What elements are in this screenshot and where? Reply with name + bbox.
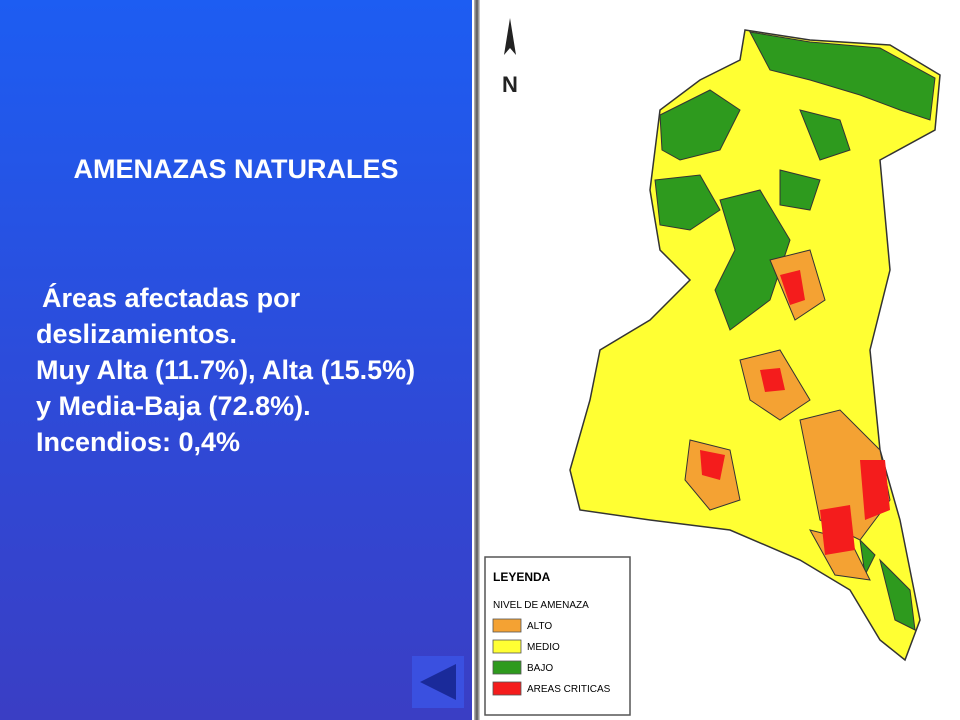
slide-title: AMENAZAS NATURALES xyxy=(73,154,399,184)
north-label: N xyxy=(502,72,518,97)
legend: LEYENDA NIVEL DE AMENAZA ALTO MEDIO BAJO AR… xyxy=(484,556,631,716)
slide-body: Áreas afectadas por deslizamientos. Muy … xyxy=(36,280,436,460)
legend-label: BAJO xyxy=(527,663,553,674)
text-panel: AMENAZAS NATURALES Áreas afectadas por d… xyxy=(0,0,472,720)
legend-items: ALTO MEDIO BAJO AREAS CRITICAS xyxy=(492,618,611,696)
body-line: Áreas afectadas por deslizamientos. xyxy=(36,283,301,349)
zones-criticas xyxy=(700,270,890,555)
legend-label: MEDIO xyxy=(527,642,560,653)
legend-title: LEYENDA xyxy=(493,570,551,584)
map: N LEYENDA NIVEL DE AMENAZA ALTO MEDIO BAJO… xyxy=(484,18,941,716)
legend-swatch xyxy=(492,618,522,633)
body-line: Muy Alta (11.7%), Alta (15.5%) y Media-B… xyxy=(36,355,416,421)
body-line: Incendios: 0,4% xyxy=(36,427,241,457)
legend-swatch xyxy=(492,639,522,654)
back-button[interactable] xyxy=(412,656,464,708)
legend-swatch xyxy=(492,660,522,675)
legend-subtitle: NIVEL DE AMENAZA xyxy=(493,600,589,611)
legend-label: ALTO xyxy=(527,621,552,632)
legend-swatch xyxy=(492,681,522,696)
legend-label: AREAS CRITICAS xyxy=(527,684,611,695)
divider xyxy=(474,0,480,720)
zones-bajo xyxy=(654,31,936,631)
north-arrow: N xyxy=(502,18,518,97)
